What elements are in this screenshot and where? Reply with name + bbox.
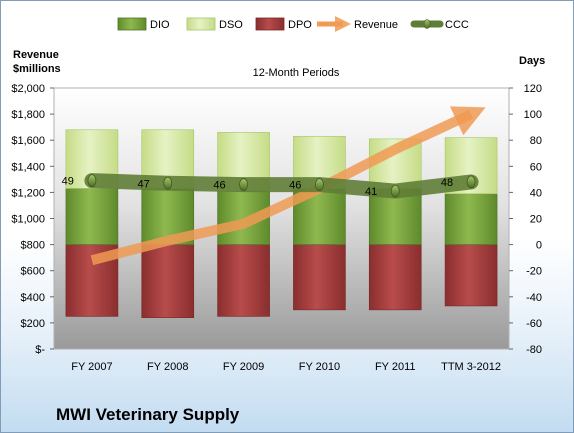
ccc-line — [84, 173, 479, 199]
left-tick-label: $200 — [21, 318, 45, 330]
ccc-data-label: 41 — [365, 186, 377, 198]
right-tick-label: 120 — [524, 83, 542, 95]
company-name: MWI Veterinary Supply — [56, 405, 240, 424]
bar-dio — [444, 193, 498, 245]
right-tick-label: -60 — [526, 318, 542, 330]
ccc-point — [163, 176, 173, 190]
legend-label: DIO — [150, 19, 170, 31]
ccc-point — [87, 174, 97, 188]
category-label: FY 2010 — [299, 361, 340, 373]
legend-label: Revenue — [354, 19, 398, 31]
left-tick-label: $600 — [21, 266, 45, 278]
legend-label: DSO — [219, 19, 243, 31]
revenue-line — [90, 106, 486, 266]
left-tick-label: $1,800 — [11, 109, 45, 121]
ccc-point — [239, 178, 248, 191]
line-group: 49 47 46 46 41 48 — [62, 106, 486, 266]
right-tick-label: 100 — [524, 109, 542, 121]
ccc-data-label: 47 — [138, 178, 150, 190]
right-tick-label: -20 — [526, 266, 542, 278]
legend-swatch — [117, 17, 147, 31]
left-tick-label: $2,000 — [11, 83, 45, 95]
chart-title: 12-Month Periods — [253, 67, 340, 79]
bar-dpo — [141, 244, 195, 318]
category-label: FY 2011 — [375, 361, 416, 373]
legend-swatch — [186, 17, 216, 31]
left-tick-label: $1,000 — [11, 214, 45, 226]
left-tick-label: $1,600 — [11, 135, 45, 147]
right-tick-label: 80 — [530, 135, 542, 147]
axes-group: $2,000 $1,800 $1,600 $1,400 $1,200 $1,000 $800… — [11, 83, 542, 373]
ccc-data-label: 49 — [62, 176, 74, 188]
left-axis-label-line1: Revenue — [13, 49, 59, 61]
left-tick-label: $400 — [21, 292, 45, 304]
left-tick-label: $1,200 — [11, 187, 45, 199]
bar-dpo — [444, 244, 498, 307]
ccc-data-label: 48 — [441, 177, 453, 189]
left-axis-label-line2: $millions — [13, 63, 61, 75]
right-tick-label: -80 — [526, 344, 542, 356]
category-label: TTM 3-2012 — [441, 361, 501, 373]
legend-label: CCC — [445, 19, 469, 31]
legend: DIO DSO DPO Revenue CCC — [117, 15, 469, 33]
right-tick-label: 40 — [530, 187, 542, 199]
right-tick-label: 20 — [530, 214, 542, 226]
ccc-data-label: 46 — [289, 180, 301, 192]
bar-dpo — [368, 244, 422, 311]
ccc-point — [390, 184, 400, 198]
right-tick-label: 60 — [530, 161, 542, 173]
right-tick-label: 0 — [536, 240, 542, 252]
left-tick-label: $- — [35, 344, 45, 356]
left-tick-label: $800 — [21, 240, 45, 252]
category-label: FY 2007 — [71, 361, 112, 373]
category-label: FY 2009 — [223, 361, 264, 373]
legend-label: DPO — [288, 19, 312, 31]
bar-dpo — [293, 244, 346, 311]
ccc-point — [315, 178, 324, 191]
ccc-data-label: 46 — [213, 180, 225, 192]
category-label: FY 2008 — [147, 361, 188, 373]
bar-dpo — [217, 244, 270, 317]
ccc-point — [466, 175, 476, 189]
right-tick-label: -40 — [526, 292, 542, 304]
bar-dio — [65, 188, 119, 245]
legend-ccc-dot — [423, 19, 431, 29]
legend-swatch — [255, 17, 285, 31]
left-tick-label: $1,400 — [11, 161, 45, 173]
right-axis-label: Days — [519, 55, 545, 67]
